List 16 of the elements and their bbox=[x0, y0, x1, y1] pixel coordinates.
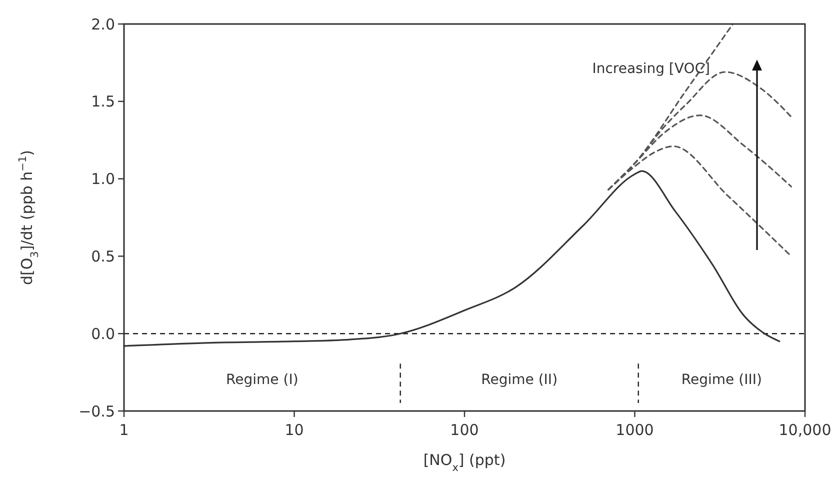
annotation: Regime (III) bbox=[681, 372, 762, 388]
x-tick-label: 1000 bbox=[616, 421, 654, 439]
y-tick-label: 0.5 bbox=[91, 247, 115, 266]
y-tick-label: 1.5 bbox=[91, 92, 115, 111]
y-tick-label: 0.0 bbox=[91, 324, 115, 343]
x-tick-label: 100 bbox=[450, 421, 479, 439]
x-tick-label: 10 bbox=[284, 421, 304, 439]
y-tick-label: −0.5 bbox=[78, 402, 115, 420]
x-tick-label: 1 bbox=[119, 421, 129, 439]
annotation: Increasing [VOC] bbox=[592, 60, 710, 77]
x-tick-label: 10,000 bbox=[778, 421, 832, 439]
annotation: Regime (II) bbox=[481, 372, 558, 388]
y-tick-label: 2.0 bbox=[91, 15, 115, 34]
y-tick-label: 1.0 bbox=[91, 170, 115, 188]
x-axis-title: [NO$_{x}$] (ppt) bbox=[423, 451, 506, 474]
annotation: Regime (I) bbox=[226, 372, 298, 388]
